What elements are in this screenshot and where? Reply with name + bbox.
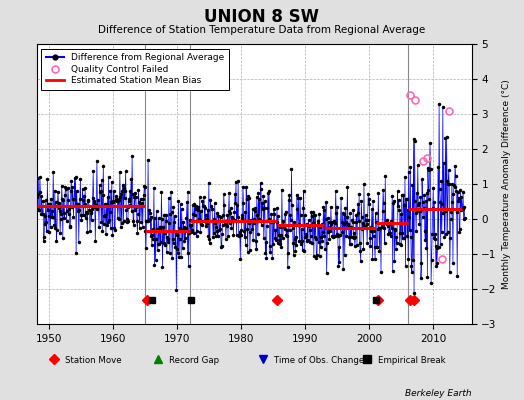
Text: UNION 8 SW: UNION 8 SW: [204, 8, 320, 26]
Text: Berkeley Earth: Berkeley Earth: [405, 389, 472, 398]
Y-axis label: Monthly Temperature Anomaly Difference (°C): Monthly Temperature Anomaly Difference (…: [502, 79, 511, 289]
Legend: Difference from Regional Average, Quality Control Failed, Estimated Station Mean: Difference from Regional Average, Qualit…: [41, 48, 229, 90]
Text: Empirical Break: Empirical Break: [378, 356, 446, 366]
Text: Time of Obs. Change: Time of Obs. Change: [274, 356, 364, 366]
Text: Station Move: Station Move: [65, 356, 122, 366]
Text: Difference of Station Temperature Data from Regional Average: Difference of Station Temperature Data f…: [99, 25, 425, 35]
Text: Record Gap: Record Gap: [169, 356, 220, 366]
